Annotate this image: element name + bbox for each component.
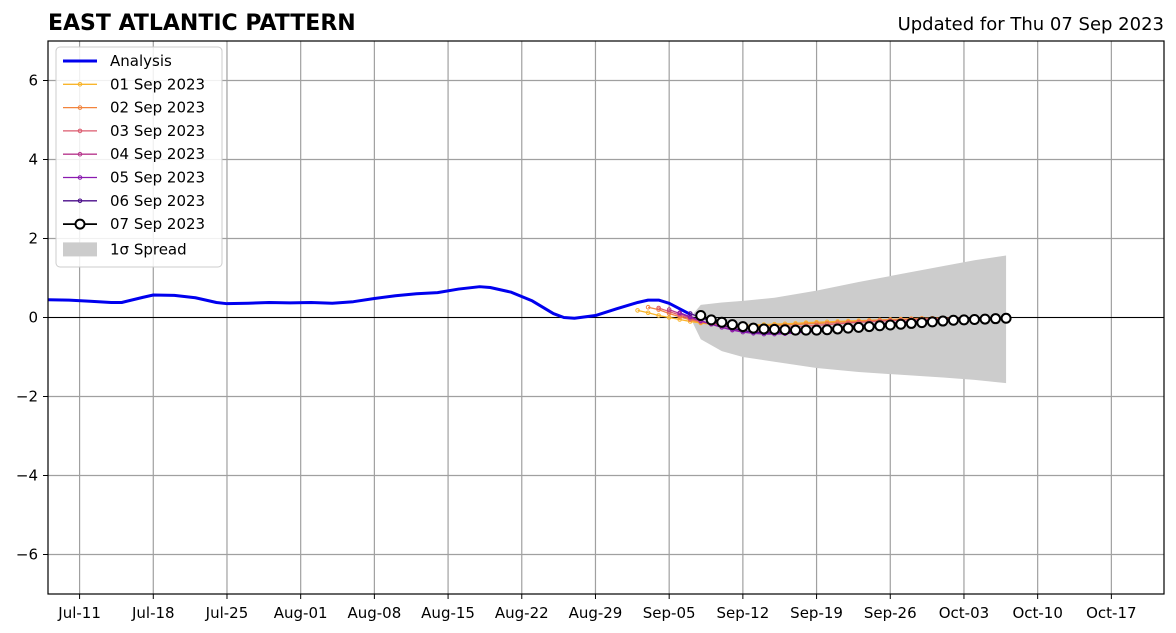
forecast-point bbox=[656, 305, 661, 311]
legend-marker-series bbox=[74, 218, 86, 230]
x-tick-label: Aug-29 bbox=[569, 604, 623, 622]
legend-marker-series bbox=[77, 175, 83, 180]
legend-marker-series bbox=[77, 105, 83, 110]
legend-label-series: 05 Sep 2023 bbox=[110, 169, 205, 187]
forecast-point bbox=[687, 311, 693, 316]
forecast-point bbox=[635, 308, 640, 313]
legend-label-series: 06 Sep 2023 bbox=[110, 192, 205, 210]
legend-marker-series bbox=[77, 151, 83, 157]
forecast-point bbox=[958, 314, 970, 326]
forecast-point bbox=[726, 319, 738, 331]
forecast-point bbox=[768, 323, 780, 335]
legend-marker-series bbox=[77, 82, 83, 87]
forecast-point bbox=[645, 304, 651, 310]
forecast-point bbox=[947, 314, 959, 326]
plot-area: Jul-11 Jul-18 Jul-25 Aug-01 Aug-08 Aug-15 Aug-… bbox=[16, 40, 1165, 622]
forecast-point bbox=[874, 320, 886, 332]
legend-label-series: 07 Sep 2023 bbox=[110, 215, 205, 233]
forecast-point bbox=[1000, 312, 1012, 324]
y-tick-label: −2 bbox=[16, 388, 38, 406]
forecast-point bbox=[842, 322, 854, 334]
x-tick-label: Aug-01 bbox=[274, 604, 328, 622]
forecast-point bbox=[779, 324, 791, 336]
forecast-point bbox=[990, 313, 1002, 325]
x-tick-label: Jul-11 bbox=[57, 604, 101, 622]
forecast-point bbox=[737, 321, 749, 333]
forecast-point bbox=[905, 317, 917, 329]
forecast-point bbox=[656, 307, 661, 312]
x-tick-label: Aug-22 bbox=[495, 604, 549, 622]
x-tick-label: Sep-12 bbox=[716, 604, 769, 622]
forecast-point bbox=[884, 319, 896, 331]
plot-series-group bbox=[48, 255, 1164, 384]
legend-label-series: 03 Sep 2023 bbox=[110, 122, 205, 140]
forecast-point bbox=[677, 310, 682, 316]
x-tick-label: Oct-10 bbox=[1012, 604, 1062, 622]
x-tick-label: Aug-15 bbox=[421, 604, 475, 622]
forecast-point bbox=[937, 315, 949, 327]
x-tick-label: Aug-08 bbox=[347, 604, 401, 622]
forecast-point bbox=[853, 321, 865, 333]
legend-marker-series bbox=[77, 128, 83, 134]
y-tick-label: 4 bbox=[28, 151, 38, 169]
forecast-point bbox=[811, 324, 823, 336]
forecast-point bbox=[926, 316, 938, 328]
y-tick-label: 0 bbox=[28, 309, 38, 327]
y-tick-label: −6 bbox=[16, 546, 38, 564]
legend-label-series: 02 Sep 2023 bbox=[110, 99, 205, 117]
forecast-point bbox=[758, 323, 770, 335]
forecast-point bbox=[666, 307, 672, 312]
forecast-point bbox=[821, 324, 833, 336]
forecast-point bbox=[979, 313, 991, 325]
legend-swatch-spread bbox=[63, 242, 97, 257]
forecast-point bbox=[800, 324, 812, 336]
forecast-point bbox=[716, 316, 728, 328]
chart-title: EAST ATLANTIC PATTERN bbox=[48, 11, 356, 36]
forecast-point bbox=[747, 322, 759, 334]
x-tick-label: Jul-18 bbox=[131, 604, 175, 622]
legend-label-spread: 1σ Spread bbox=[110, 240, 187, 258]
chart-subtitle: Updated for Thu 07 Sep 2023 bbox=[898, 14, 1164, 35]
legend-marker-series bbox=[77, 198, 83, 204]
legend-label-analysis: Analysis bbox=[110, 52, 172, 70]
x-tick-label: Jul-25 bbox=[205, 604, 249, 622]
forecast-point bbox=[863, 321, 875, 333]
y-tick-label: −4 bbox=[16, 467, 38, 485]
forecast-point bbox=[705, 314, 717, 326]
forecast-point bbox=[832, 323, 844, 335]
legend: Analysis 01 Sep 2023 02 Sep 2023 03 Sep 202… bbox=[55, 46, 223, 268]
x-tick-label: Sep-05 bbox=[643, 604, 696, 622]
legend-label-series: 04 Sep 2023 bbox=[110, 145, 205, 163]
forecast-point bbox=[695, 310, 707, 322]
forecast-point bbox=[645, 310, 651, 316]
y-tick-label: 2 bbox=[28, 230, 38, 248]
y-tick-label: 6 bbox=[28, 72, 38, 90]
x-tick-label: Oct-03 bbox=[939, 604, 989, 622]
analysis-line bbox=[48, 285, 691, 320]
x-tick-label: Oct-17 bbox=[1086, 604, 1136, 622]
forecast-point bbox=[656, 313, 661, 318]
x-tick-label: Sep-26 bbox=[864, 604, 917, 622]
forecast-point bbox=[968, 313, 980, 325]
forecast-point bbox=[895, 318, 907, 330]
x-tick-label: Sep-19 bbox=[790, 604, 843, 622]
forecast-point bbox=[790, 324, 802, 336]
forecast-point bbox=[677, 317, 682, 322]
legend-label-series: 01 Sep 2023 bbox=[110, 75, 205, 93]
forecast-point bbox=[916, 317, 928, 329]
legend-frame bbox=[55, 46, 223, 268]
